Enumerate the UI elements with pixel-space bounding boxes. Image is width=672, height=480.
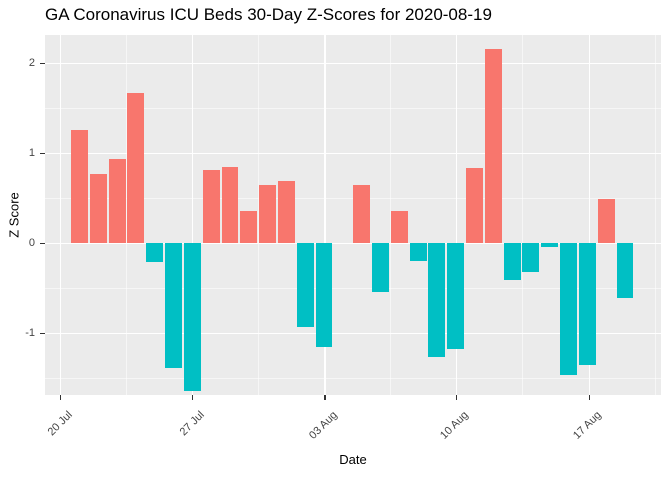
chart-title: GA Coronavirus ICU Beds 30-Day Z-Scores …: [45, 5, 492, 24]
bar-2020-08-05: [353, 184, 371, 244]
gridline-y-minor: [45, 107, 661, 109]
gridline-x-minor: [521, 35, 523, 395]
y-tick-mark: [40, 332, 45, 334]
bar-2020-07-21: [71, 129, 88, 244]
x-tick-label: 10 Aug: [438, 409, 472, 442]
gridline-y-major: [45, 62, 661, 65]
bar-2020-07-24: [127, 93, 145, 244]
x-tick-mark: [588, 395, 590, 400]
bar-2020-08-15: [541, 243, 559, 247]
bar-2020-08-16: [560, 243, 577, 375]
bar-2020-07-30: [240, 210, 258, 244]
y-tick-mark: [40, 62, 45, 64]
bar-2020-08-19: [616, 243, 634, 299]
x-tick-label: 20 Jul: [45, 409, 76, 439]
x-tick-mark: [455, 395, 458, 400]
gridline-y-minor: [45, 287, 661, 289]
y-tick-mark: [40, 152, 45, 154]
bar-2020-07-31: [259, 184, 277, 244]
x-tick-mark: [60, 395, 62, 400]
gridline-y-major: [45, 242, 661, 245]
plot-panel: [45, 35, 661, 395]
gridline-x-major: [455, 35, 458, 395]
gridline-x-minor: [125, 35, 127, 395]
gridline-y-major: [45, 152, 661, 155]
bar-2020-08-11: [466, 167, 483, 244]
bar-2020-08-17: [578, 243, 596, 365]
gridline-y-minor: [45, 197, 661, 199]
x-tick-label: 03 Aug: [306, 409, 340, 442]
y-axis-title: Z Score: [6, 192, 22, 238]
gridline-x-minor: [390, 35, 392, 395]
bar-2020-08-12: [484, 48, 502, 244]
bar-2020-08-06: [371, 243, 389, 292]
bar-2020-08-13: [503, 243, 521, 281]
bar-2020-07-27: [183, 243, 201, 391]
gridline-x-major: [588, 35, 591, 395]
x-tick-mark: [191, 395, 193, 400]
x-axis-title: Date: [339, 452, 367, 467]
x-tick-label: 27 Jul: [177, 409, 207, 439]
y-tick-label: 0: [28, 236, 35, 249]
x-tick-mark: [324, 395, 326, 400]
bar-2020-08-08: [409, 243, 427, 262]
bar-2020-07-26: [165, 243, 182, 369]
gridline-x-major: [191, 35, 194, 395]
gridline-y-major: [45, 332, 661, 335]
bar-2020-07-28: [202, 170, 220, 244]
gridline-x-major: [324, 35, 326, 395]
bar-2020-08-10: [447, 243, 465, 349]
bar-2020-08-14: [522, 243, 540, 273]
gridline-x-major: [59, 35, 62, 395]
y-tick-label: 1: [28, 146, 35, 159]
bar-2020-07-29: [221, 166, 239, 244]
gridline-x-minor: [257, 35, 259, 395]
gridline-x-minor: [654, 35, 656, 395]
x-tick-label: 17 Aug: [571, 409, 604, 442]
bar-2020-07-23: [108, 158, 126, 244]
bar-2020-08-18: [597, 199, 615, 244]
bar-2020-08-03: [315, 243, 333, 347]
y-tick-label: 2: [28, 56, 35, 69]
gridline-y-minor: [45, 377, 661, 379]
bar-2020-08-01: [277, 181, 295, 244]
bar-2020-08-07: [390, 210, 408, 244]
bar-2020-07-22: [89, 174, 107, 244]
bar-2020-08-09: [428, 243, 446, 357]
y-tick-mark: [40, 242, 45, 244]
bar-2020-07-25: [146, 243, 164, 263]
bar-2020-08-02: [296, 243, 314, 327]
y-tick-label: -1: [25, 326, 35, 339]
